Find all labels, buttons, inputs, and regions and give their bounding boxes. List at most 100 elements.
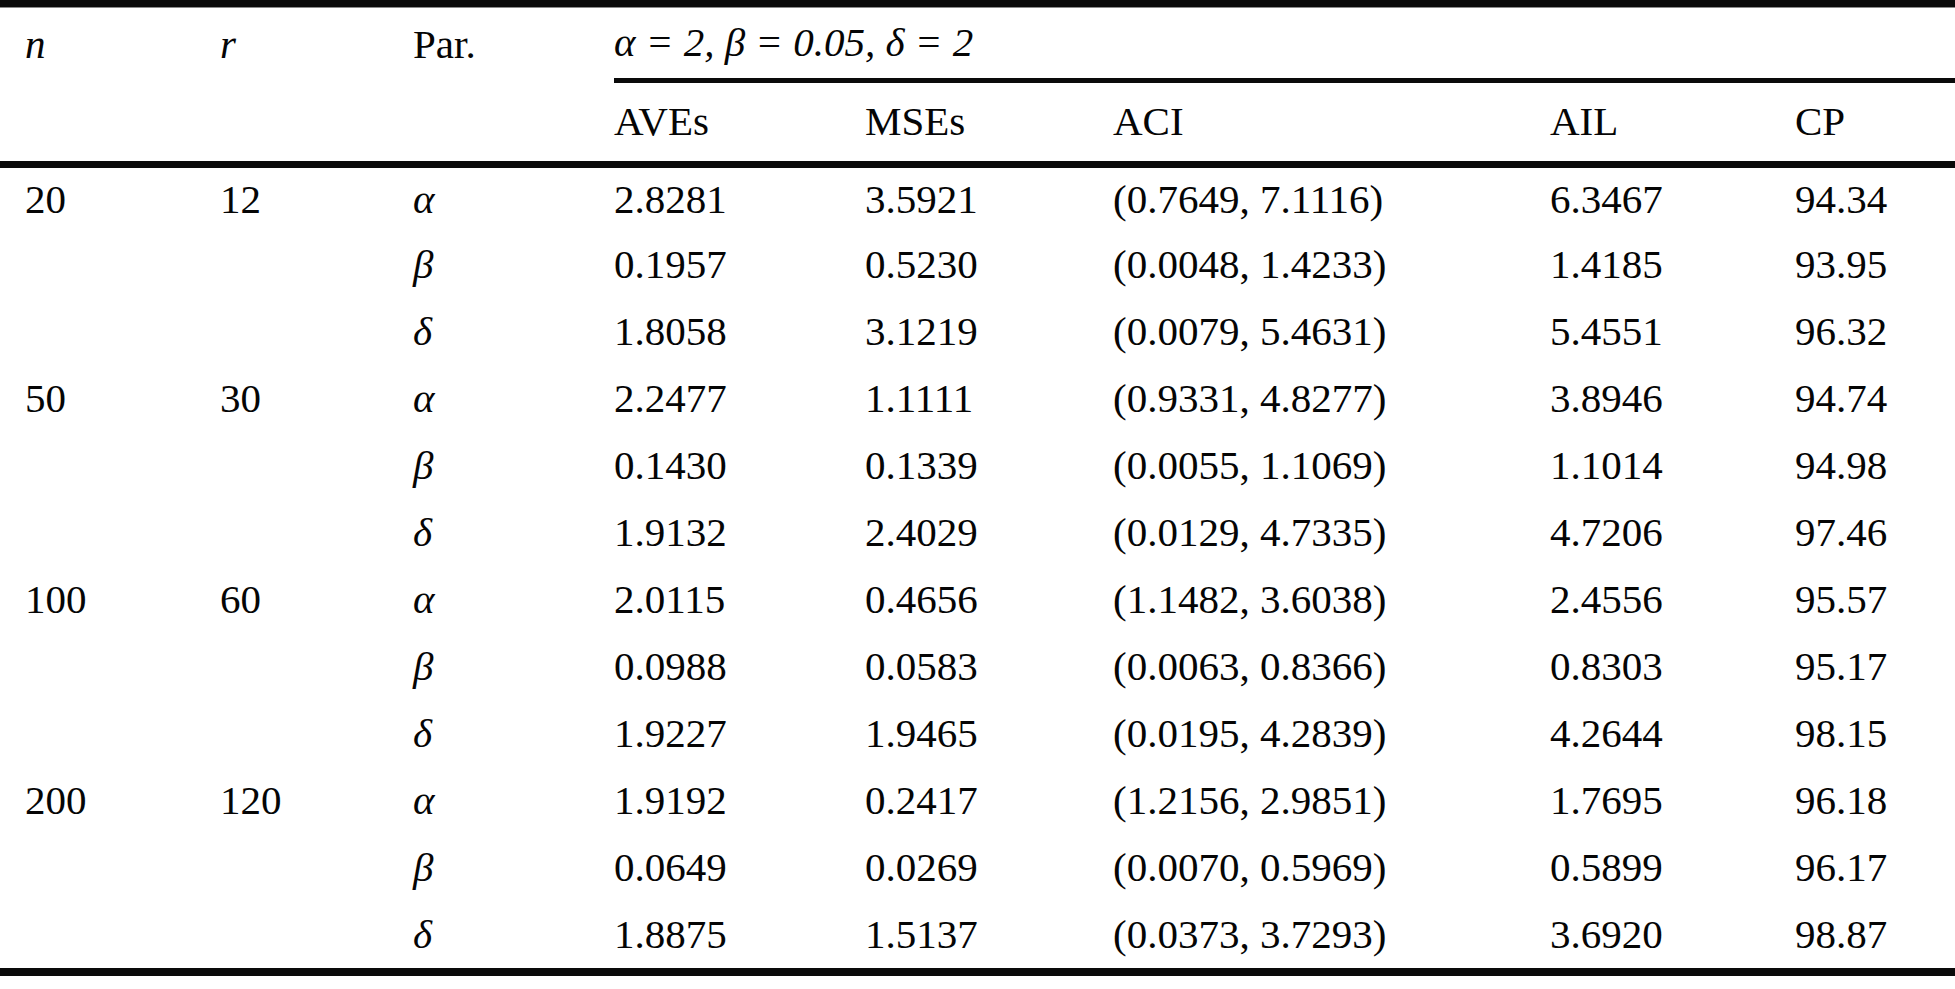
cell-n: 100 (0, 566, 220, 633)
cell-ail: 5.4551 (1550, 298, 1795, 365)
cell-n: 200 (0, 767, 220, 834)
cell-aci: (0.9331, 4.8277) (1113, 365, 1550, 432)
cell-n (0, 432, 220, 499)
table-row: 50 30 α 2.2477 1.1111 (0.9331, 4.8277) 3… (0, 365, 1955, 432)
cell-cp: 98.15 (1795, 700, 1955, 767)
cell-aci: (0.0063, 0.8366) (1113, 633, 1550, 700)
cell-par: α (413, 566, 614, 633)
cell-n (0, 231, 220, 298)
cell-r: 60 (220, 566, 413, 633)
cell-aci: (0.0079, 5.4631) (1113, 298, 1550, 365)
cell-ail: 0.8303 (1550, 633, 1795, 700)
cell-par: α (413, 164, 614, 231)
cell-r (220, 834, 413, 901)
cell-aves: 1.9132 (614, 499, 865, 566)
cell-mses: 1.5137 (865, 901, 1113, 968)
cell-cp: 94.98 (1795, 432, 1955, 499)
cell-cp: 96.18 (1795, 767, 1955, 834)
cell-aves: 1.9192 (614, 767, 865, 834)
header-row-parameters: n r Par. α = 2, β = 0.05, δ = 2 (0, 8, 1955, 80)
cell-aves: 1.8058 (614, 298, 865, 365)
cell-aves: 0.1430 (614, 432, 865, 499)
cell-aci: (0.0129, 4.7335) (1113, 499, 1550, 566)
cell-ail: 1.1014 (1550, 432, 1795, 499)
cell-aci: (0.0055, 1.1069) (1113, 432, 1550, 499)
cell-ail: 4.7206 (1550, 499, 1795, 566)
table-row: β 0.0649 0.0269 (0.0070, 0.5969) 0.5899 … (0, 834, 1955, 901)
cell-aves: 0.1957 (614, 231, 865, 298)
col-header-aves: AVEs (614, 80, 865, 164)
cell-mses: 3.1219 (865, 298, 1113, 365)
cell-cp: 93.95 (1795, 231, 1955, 298)
cell-aves: 1.9227 (614, 700, 865, 767)
cell-mses: 0.0269 (865, 834, 1113, 901)
cell-aci: (0.0048, 1.4233) (1113, 231, 1550, 298)
cell-n: 20 (0, 164, 220, 231)
table-row: δ 1.8058 3.1219 (0.0079, 5.4631) 5.4551 … (0, 298, 1955, 365)
table-row: 200 120 α 1.9192 0.2417 (1.2156, 2.9851)… (0, 767, 1955, 834)
col-header-aci: ACI (1113, 80, 1550, 164)
cell-par: β (413, 633, 614, 700)
cell-mses: 0.4656 (865, 566, 1113, 633)
table-top-rule (0, 0, 1955, 8)
cell-aci: (0.0070, 0.5969) (1113, 834, 1550, 901)
cell-cp: 95.57 (1795, 566, 1955, 633)
table-row: β 0.1957 0.5230 (0.0048, 1.4233) 1.4185 … (0, 231, 1955, 298)
cell-r (220, 700, 413, 767)
cell-aves: 1.8875 (614, 901, 865, 968)
col-header-par: Par. (413, 8, 614, 80)
cell-ail: 4.2644 (1550, 700, 1795, 767)
table-bottom-rule (0, 968, 1955, 976)
cell-n (0, 633, 220, 700)
cell-mses: 1.9465 (865, 700, 1113, 767)
cell-aves: 2.0115 (614, 566, 865, 633)
cell-par: β (413, 432, 614, 499)
cell-aci: (1.1482, 3.6038) (1113, 566, 1550, 633)
cell-ail: 0.5899 (1550, 834, 1795, 901)
cell-n (0, 499, 220, 566)
cell-par: α (413, 365, 614, 432)
cell-n (0, 834, 220, 901)
cell-par: δ (413, 700, 614, 767)
cell-mses: 0.0583 (865, 633, 1113, 700)
cell-ail: 3.6920 (1550, 901, 1795, 968)
cell-cp: 97.46 (1795, 499, 1955, 566)
header-spacer (0, 80, 220, 164)
cell-r (220, 231, 413, 298)
cell-aci: (0.0373, 3.7293) (1113, 901, 1550, 968)
cell-mses: 1.1111 (865, 365, 1113, 432)
cell-r: 30 (220, 365, 413, 432)
cell-aci: (1.2156, 2.9851) (1113, 767, 1550, 834)
cell-r (220, 432, 413, 499)
cell-r: 12 (220, 164, 413, 231)
cell-cp: 96.32 (1795, 298, 1955, 365)
span-header-true-values: α = 2, β = 0.05, δ = 2 (614, 8, 1955, 80)
cell-r (220, 901, 413, 968)
cell-ail: 6.3467 (1550, 164, 1795, 231)
cell-aves: 0.0988 (614, 633, 865, 700)
table-row: δ 1.9132 2.4029 (0.0129, 4.7335) 4.7206 … (0, 499, 1955, 566)
table-row: 100 60 α 2.0115 0.4656 (1.1482, 3.6038) … (0, 566, 1955, 633)
col-header-ail: AIL (1550, 80, 1795, 164)
paper-table-page: n r Par. α = 2, β = 0.05, δ = 2 AVEs MSE… (0, 0, 1955, 989)
cell-n (0, 901, 220, 968)
cell-par: α (413, 767, 614, 834)
cell-n: 50 (0, 365, 220, 432)
table-row: β 0.0988 0.0583 (0.0063, 0.8366) 0.8303 … (0, 633, 1955, 700)
cell-cp: 94.34 (1795, 164, 1955, 231)
col-header-mses: MSEs (865, 80, 1113, 164)
cell-mses: 0.5230 (865, 231, 1113, 298)
table-row: δ 1.8875 1.5137 (0.0373, 3.7293) 3.6920 … (0, 901, 1955, 968)
cell-ail: 2.4556 (1550, 566, 1795, 633)
cell-par: β (413, 231, 614, 298)
cell-par: δ (413, 499, 614, 566)
cell-cp: 95.17 (1795, 633, 1955, 700)
table-row: δ 1.9227 1.9465 (0.0195, 4.2839) 4.2644 … (0, 700, 1955, 767)
cell-aves: 2.8281 (614, 164, 865, 231)
cell-aci: (0.0195, 4.2839) (1113, 700, 1550, 767)
cell-par: δ (413, 298, 614, 365)
cell-aci: (0.7649, 7.1116) (1113, 164, 1550, 231)
cell-mses: 0.1339 (865, 432, 1113, 499)
cell-r: 120 (220, 767, 413, 834)
cell-ail: 1.7695 (1550, 767, 1795, 834)
